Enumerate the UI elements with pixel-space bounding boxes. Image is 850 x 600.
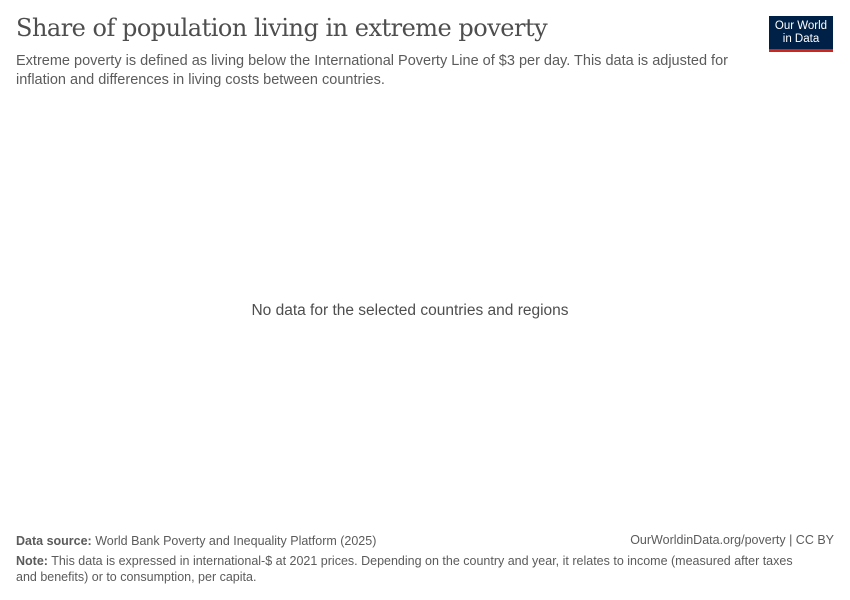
note: Note: This data is expressed in internat… — [16, 553, 816, 585]
note-text: This data is expressed in international-… — [16, 554, 793, 584]
license-link[interactable]: OurWorldinData.org/poverty | CC BY — [630, 533, 834, 547]
data-source: Data source: World Bank Poverty and Ineq… — [16, 533, 834, 549]
note-label: Note: — [16, 554, 48, 568]
source-text[interactable]: World Bank Poverty and Inequality Platfo… — [95, 534, 377, 548]
owid-logo[interactable]: Our World in Data — [769, 16, 833, 52]
chart-title: Share of population living in extreme po… — [16, 14, 548, 42]
chart-subtitle: Extreme poverty is defined as living bel… — [16, 53, 728, 88]
no-data-message: No data for the selected countries and r… — [251, 302, 569, 319]
logo-text: Our World in Data — [774, 20, 828, 45]
source-label: Data source: — [16, 534, 92, 548]
